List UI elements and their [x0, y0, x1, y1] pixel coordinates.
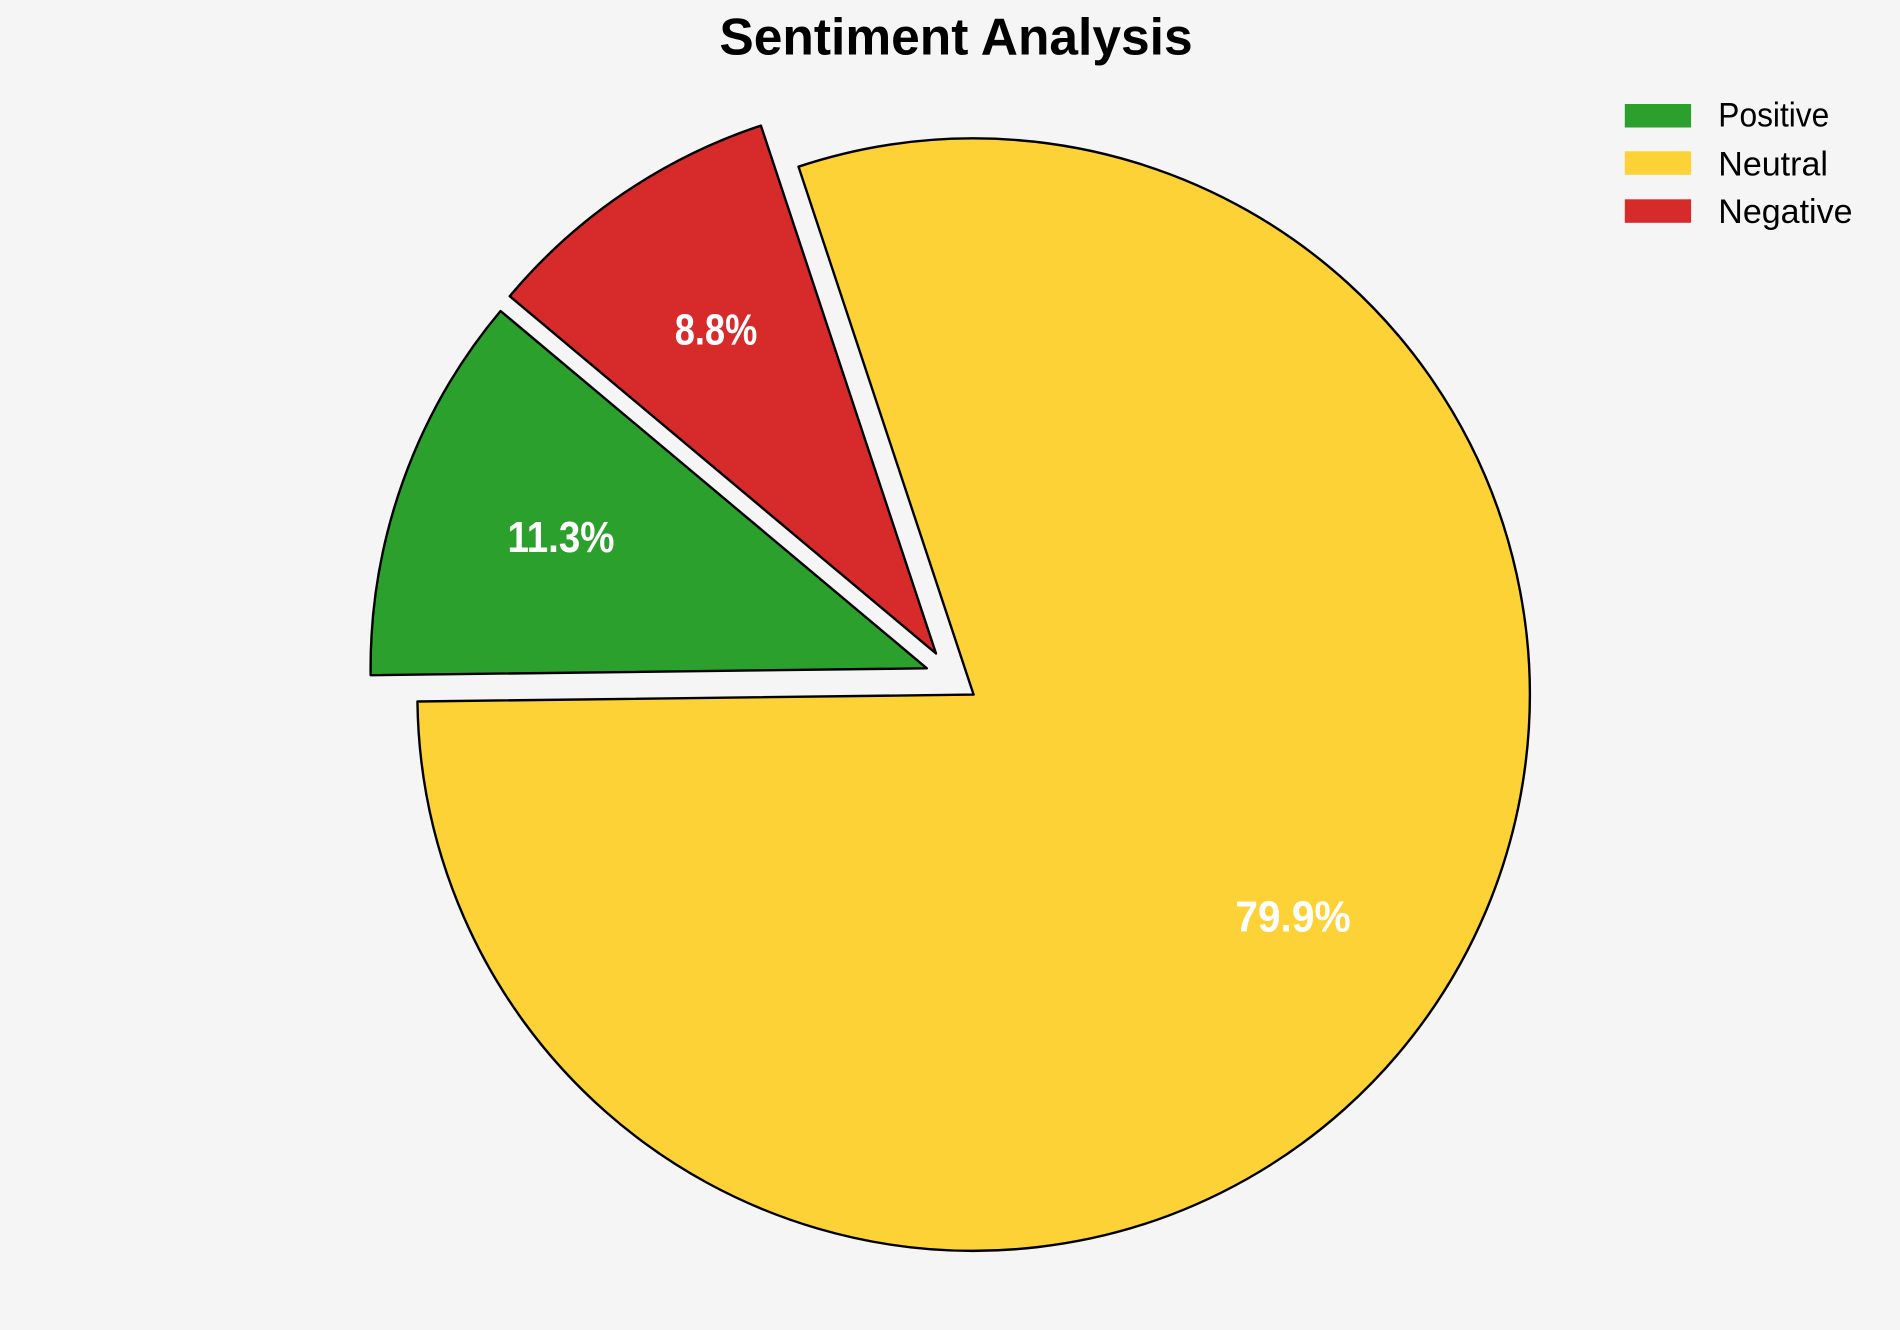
svg-text:8.8%: 8.8%: [675, 306, 758, 355]
svg-text:Negative: Negative: [1718, 193, 1852, 231]
svg-text:Sentiment Analysis: Sentiment Analysis: [719, 8, 1192, 66]
svg-text:Neutral: Neutral: [1718, 145, 1828, 183]
svg-text:11.3%: 11.3%: [508, 513, 615, 562]
svg-text:Positive: Positive: [1718, 97, 1829, 135]
svg-text:79.9%: 79.9%: [1235, 893, 1351, 942]
